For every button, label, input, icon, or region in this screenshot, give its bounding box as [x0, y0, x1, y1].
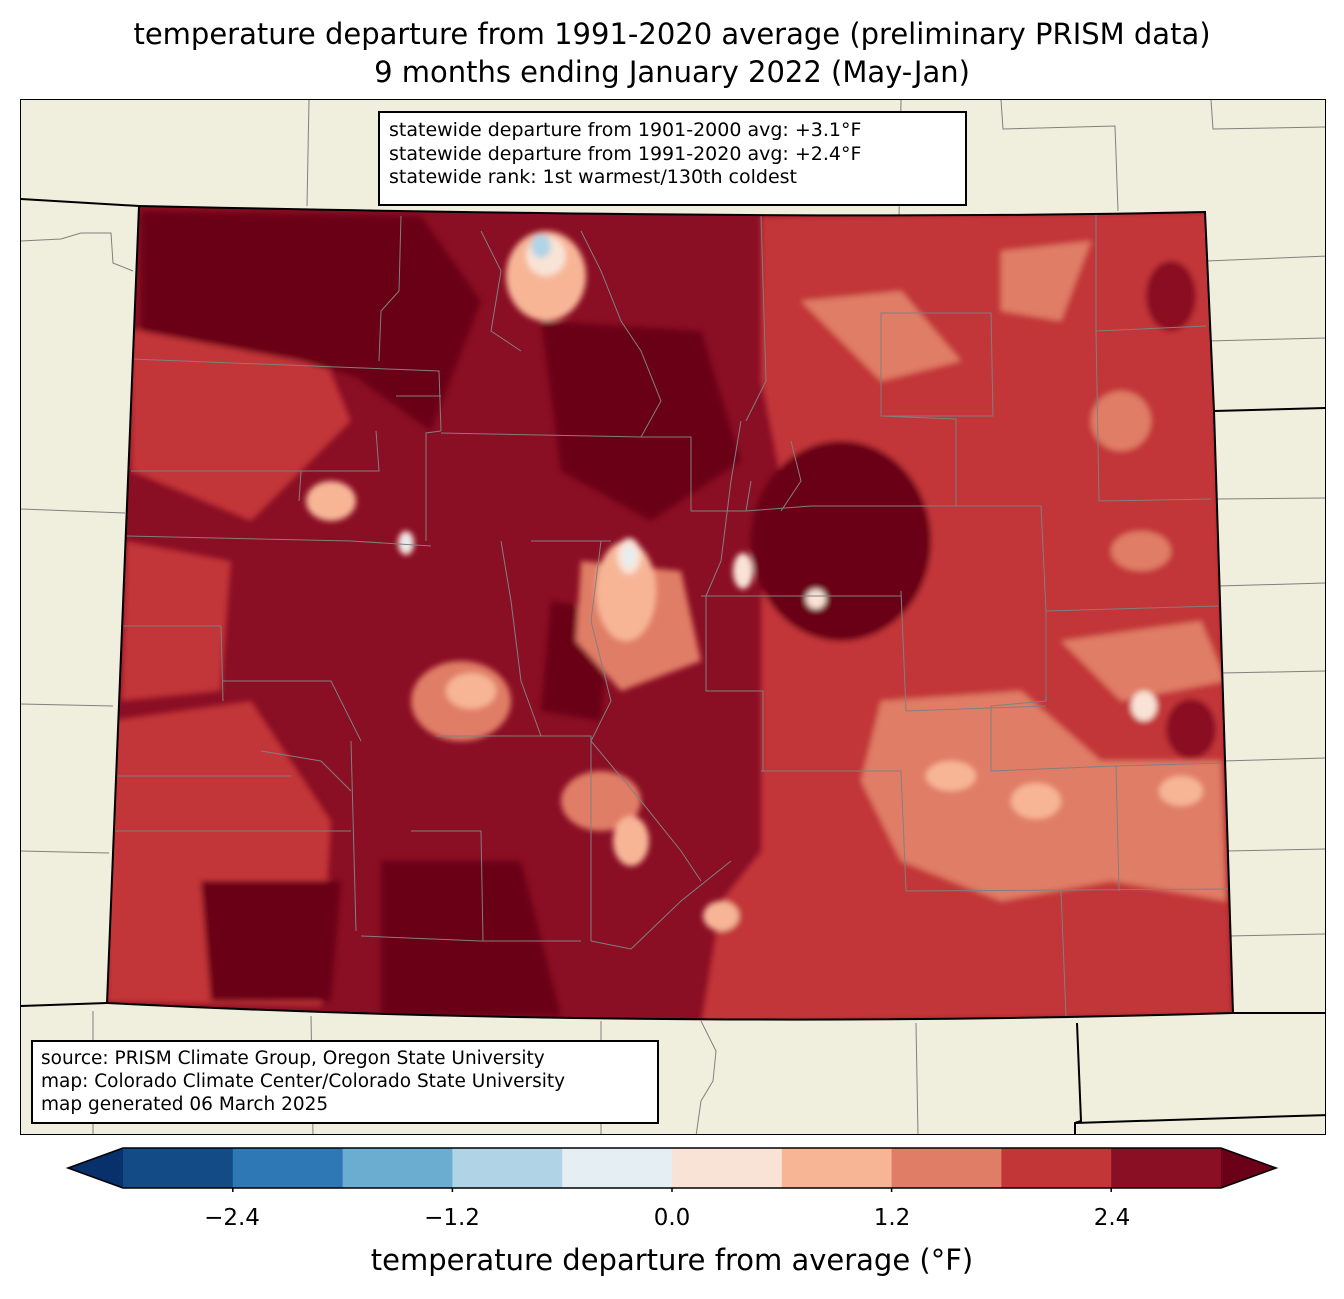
- source-box: source: PRISM Climate Group, Oregon Stat…: [31, 1040, 659, 1124]
- colorbar-tick-label: 1.2: [873, 1205, 911, 1231]
- map-credit-line: map: Colorado Climate Center/Colorado St…: [41, 1071, 566, 1092]
- stats-line-1991-2020: statewide departure from 1991-2020 avg: …: [389, 142, 862, 165]
- source-line: source: PRISM Climate Group, Oregon Stat…: [41, 1048, 545, 1069]
- map-subtitle: 9 months ending January 2022 (May-Jan): [374, 55, 970, 89]
- colorbar-segment: [1001, 1148, 1112, 1188]
- colorbar-segment: [342, 1148, 453, 1188]
- colorbar-outline: [66, 1147, 1278, 1189]
- county-lines: [111, 211, 1233, 1017]
- colorado-temperature-map: [21, 100, 1325, 1134]
- colorbar-tick-label: 0.0: [653, 1205, 691, 1231]
- stats-line-rank: statewide rank: 1st warmest/130th coldes…: [389, 166, 798, 188]
- colorbar: [66, 1147, 1278, 1192]
- colorbar-segment: [562, 1148, 673, 1188]
- colorbar-extend-high: [1221, 1148, 1276, 1188]
- colorbar-segment: [232, 1148, 344, 1188]
- stats-line-1901-2000: statewide departure from 1901-2000 avg: …: [389, 119, 862, 141]
- colorado-border: [105, 204, 1235, 1021]
- colorbar-segment: [123, 1148, 234, 1188]
- colorbar-tick-label: −2.4: [204, 1205, 260, 1231]
- colorbar-segment: [452, 1148, 563, 1188]
- colorbar-label: temperature departure from average (°F): [370, 1243, 974, 1277]
- colorbar-segment: [1111, 1148, 1222, 1188]
- colorbar-tick-label: 2.4: [1093, 1205, 1131, 1231]
- generated-date-line: map generated 06 March 2025: [41, 1094, 329, 1115]
- colorbar-extend-low: [68, 1148, 123, 1188]
- colorbar-tick-label: −1.2: [424, 1205, 480, 1231]
- statewide-stats-box: statewide departure from 1901-2000 avg: …: [378, 111, 967, 206]
- temperature-field: [107, 206, 1233, 1020]
- colorbar-segment: [672, 1148, 783, 1188]
- state-borders: [21, 198, 1325, 1134]
- map-frame: [20, 99, 1326, 1135]
- colorbar-segment: [891, 1148, 1002, 1188]
- colorbar-segment: [781, 1148, 893, 1188]
- map-title: temperature departure from 1991-2020 ave…: [133, 17, 1211, 51]
